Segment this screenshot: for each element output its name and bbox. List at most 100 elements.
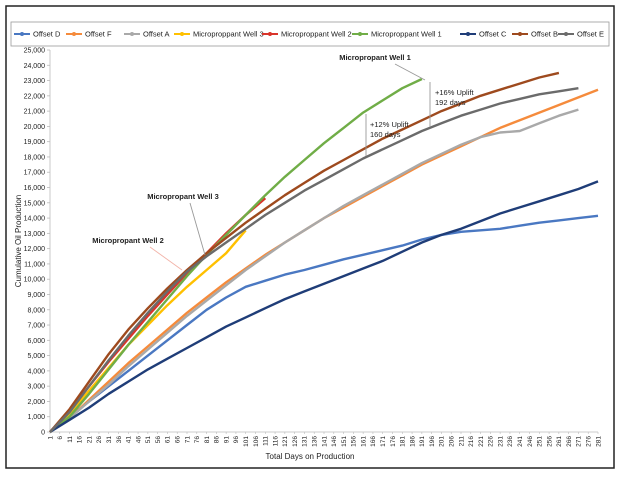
x-tick-label: 281 [595, 436, 602, 447]
series-line [49, 87, 579, 433]
x-tick-label: 26 [96, 436, 103, 444]
x-tick-label: 191 [419, 436, 426, 447]
y-tick-label: 22,000 [24, 93, 46, 100]
y-tick-label: 1,000 [27, 414, 45, 421]
series-line [49, 108, 579, 433]
annotation: +16% Uplift [435, 88, 474, 97]
annotation: Micropropant Well 2 [92, 236, 164, 245]
y-tick-label: 15,000 [24, 200, 46, 207]
y-tick-label: 19,000 [24, 139, 46, 146]
annotation: Micropropant Well 1 [339, 53, 411, 62]
x-tick-label: 111 [263, 436, 270, 446]
legend-label: Microproppant Well 3 [193, 30, 264, 39]
y-tick-label: 12,000 [24, 246, 46, 253]
x-tick-label: 106 [253, 436, 260, 447]
x-tick-label: 151 [341, 436, 348, 447]
y-tick-label: 24,000 [24, 63, 46, 70]
x-tick-label: 81 [204, 436, 211, 444]
x-tick-label: 206 [449, 436, 456, 447]
y-tick-label: 7,000 [27, 323, 45, 330]
annotation-leader [189, 202, 206, 256]
frame [5, 5, 615, 469]
series-line [49, 71, 560, 433]
legend-marker [20, 32, 24, 36]
y-tick-label: 8,000 [27, 307, 45, 314]
x-tick-label: 66 [175, 436, 182, 444]
x-tick-label: 101 [243, 436, 250, 447]
x-tick-label: 71 [184, 436, 191, 444]
y-tick-label: 6,000 [27, 338, 45, 345]
y-tick-label: 21,000 [24, 109, 46, 116]
x-tick-label: 221 [478, 436, 485, 447]
x-tick-label: 11 [67, 436, 74, 443]
y-tick-label: 5,000 [27, 353, 45, 360]
x-tick-label: 6 [57, 436, 64, 440]
x-tick-label: 276 [586, 436, 593, 447]
x-tick-label: 1 [47, 436, 54, 440]
x-tick-label: 181 [400, 436, 407, 447]
x-tick-label: 196 [429, 436, 436, 447]
y-tick-label: 16,000 [24, 185, 46, 192]
x-tick-label: 261 [556, 436, 563, 447]
x-tick-label: 86 [214, 436, 221, 444]
x-tick-label: 41 [126, 436, 133, 444]
series-line [49, 180, 599, 434]
series-line [49, 214, 599, 433]
x-tick-label: 131 [302, 436, 309, 447]
x-tick-label: 61 [165, 436, 172, 444]
y-tick-label: 4,000 [27, 368, 45, 375]
annotation: Micropropant Well 3 [147, 192, 219, 201]
legend-marker [268, 32, 272, 36]
x-tick-label: 21 [86, 436, 93, 444]
legend-marker [466, 32, 470, 36]
legend-marker [72, 32, 76, 36]
x-tick-label: 201 [439, 436, 446, 447]
x-tick-label: 36 [116, 436, 123, 444]
legend-label: Offset A [143, 30, 170, 39]
legend-marker [180, 32, 184, 36]
legend-label: Offset F [85, 30, 112, 39]
x-tick-label: 51 [145, 436, 152, 444]
x-tick-label: 96 [233, 436, 240, 444]
x-tick-label: 76 [194, 436, 201, 444]
legend-label: Offset B [531, 30, 558, 39]
series-line [49, 77, 423, 433]
x-tick-label: 136 [312, 436, 319, 447]
y-tick-label: 18,000 [24, 154, 46, 161]
x-tick-label: 156 [351, 436, 358, 447]
x-tick-label: 171 [380, 436, 387, 447]
x-tick-label: 256 [546, 436, 553, 447]
x-tick-label: 31 [106, 436, 113, 444]
annotation: 160 days [370, 130, 401, 139]
annotation-leader [149, 246, 183, 271]
x-tick-label: 226 [488, 436, 495, 447]
series-line [49, 229, 247, 433]
legend-label: Offset C [479, 30, 507, 39]
legend-marker [130, 32, 134, 36]
x-tick-label: 211 [458, 436, 465, 447]
x-tick-label: 236 [507, 436, 514, 447]
x-tick-label: 231 [497, 436, 504, 447]
x-tick-label: 121 [282, 436, 289, 447]
legend-label: Microproppant Well 1 [371, 30, 442, 39]
y-tick-label: 2,000 [27, 399, 45, 406]
x-axis-title: Total Days on Production [266, 452, 355, 461]
x-tick-label: 176 [390, 436, 397, 447]
legend-label: Offset E [577, 30, 604, 39]
x-tick-label: 246 [527, 436, 534, 447]
y-axis-title: Cumulative Oil Production [14, 195, 23, 287]
x-tick-label: 251 [537, 436, 544, 447]
y-tick-label: 11,000 [24, 261, 45, 268]
x-tick-label: 241 [517, 436, 524, 447]
x-tick-label: 266 [566, 436, 573, 447]
legend-marker [564, 32, 568, 36]
y-tick-label: 20,000 [24, 124, 46, 131]
annotation: +12% Uplift [370, 120, 409, 129]
x-tick-label: 186 [409, 436, 416, 447]
x-tick-label: 56 [155, 436, 162, 444]
annotation-leader [394, 63, 426, 81]
legend-box [10, 21, 610, 47]
y-tick-label: 14,000 [24, 216, 46, 223]
legend-marker [518, 32, 522, 36]
